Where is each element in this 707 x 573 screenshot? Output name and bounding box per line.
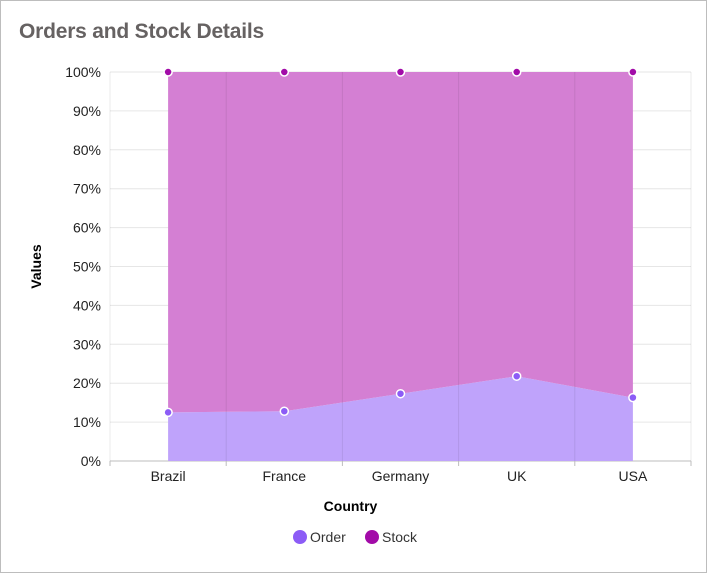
legend-label: Stock	[382, 529, 418, 545]
y-tick-label: 70%	[73, 181, 101, 197]
point-order[interactable]	[163, 407, 173, 418]
y-tick-label: 20%	[73, 375, 101, 391]
y-tick-label: 60%	[73, 220, 101, 236]
area-order	[168, 376, 633, 461]
x-tick-label: France	[263, 468, 307, 484]
point-order[interactable]	[395, 388, 406, 399]
point-stock[interactable]	[163, 67, 173, 77]
point-order[interactable]	[628, 392, 638, 403]
y-tick-label: 0%	[81, 453, 101, 469]
legend-item-stock[interactable]: Stock	[365, 529, 418, 545]
point-order[interactable]	[279, 406, 290, 416]
y-tick-label: 30%	[73, 336, 101, 352]
chart-title: Orders and Stock Details	[19, 20, 264, 43]
x-axis-ticks: Brazil France Germany UK USA	[151, 468, 648, 484]
legend-item-order[interactable]: Order	[293, 529, 346, 545]
y-axis-ticks: 0% 10% 20% 30% 40% 50% 60% 70% 80% 90% 100%	[65, 64, 101, 469]
point-order[interactable]	[511, 371, 522, 381]
y-tick-label: 80%	[73, 142, 101, 158]
data-points	[163, 67, 638, 418]
x-tick-label: Germany	[372, 468, 430, 484]
category-separators	[109, 72, 692, 466]
area-stock	[168, 72, 633, 413]
legend: Order Stock	[293, 529, 418, 545]
y-tick-label: 10%	[73, 414, 101, 430]
x-tick-label: UK	[507, 468, 527, 484]
point-stock[interactable]	[511, 67, 522, 77]
legend-marker	[293, 530, 307, 544]
y-tick-label: 90%	[73, 103, 101, 119]
x-tick-label: USA	[619, 468, 648, 484]
x-axis-title: Country	[324, 498, 378, 514]
point-stock[interactable]	[628, 67, 638, 77]
legend-marker	[365, 530, 379, 544]
point-stock[interactable]	[395, 67, 406, 77]
y-tick-label: 40%	[73, 297, 101, 313]
y-tick-label: 100%	[65, 64, 101, 80]
series-areas	[168, 72, 633, 461]
point-stock[interactable]	[279, 67, 290, 77]
legend-label: Order	[310, 529, 346, 545]
y-tick-label: 50%	[73, 259, 101, 275]
y-axis-title: Values	[28, 244, 44, 289]
x-tick-label: Brazil	[151, 468, 186, 484]
